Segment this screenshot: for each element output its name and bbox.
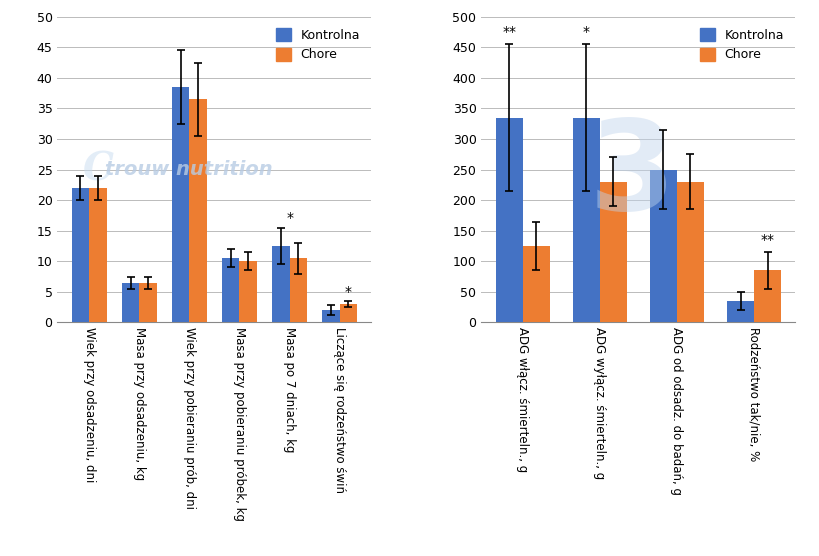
Legend: Kontrolna, Chore: Kontrolna, Chore xyxy=(694,23,788,66)
Bar xyxy=(495,118,522,322)
Text: *: * xyxy=(345,285,351,299)
Bar xyxy=(239,261,256,322)
Text: C: C xyxy=(83,151,114,188)
Bar xyxy=(322,310,339,322)
Bar xyxy=(89,188,106,322)
Bar xyxy=(726,301,753,322)
Bar xyxy=(753,271,781,322)
Bar xyxy=(649,170,676,322)
Text: **: ** xyxy=(760,234,774,247)
Text: **: ** xyxy=(501,26,515,39)
Bar xyxy=(71,188,89,322)
Bar xyxy=(121,283,139,322)
Legend: Kontrolna, Chore: Kontrolna, Chore xyxy=(270,23,364,66)
Text: *: * xyxy=(286,211,292,225)
Bar xyxy=(222,258,239,322)
Bar xyxy=(289,258,306,322)
Text: trouw nutrition: trouw nutrition xyxy=(106,160,273,179)
Text: 3: 3 xyxy=(588,115,675,236)
Bar xyxy=(189,100,206,322)
Bar xyxy=(599,182,626,322)
Bar xyxy=(676,182,703,322)
Bar xyxy=(339,304,357,322)
Text: *: * xyxy=(582,26,589,39)
Bar xyxy=(172,87,189,322)
Bar xyxy=(572,118,599,322)
Bar xyxy=(139,283,156,322)
Bar xyxy=(272,246,289,322)
Bar xyxy=(522,246,549,322)
